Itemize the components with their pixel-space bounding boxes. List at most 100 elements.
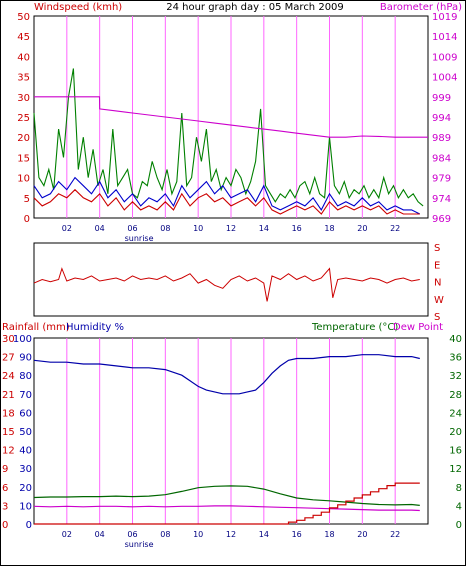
windspeed-axis-title: Windspeed (kmh) bbox=[34, 2, 122, 13]
y-tick-label-temperature: 36 bbox=[449, 353, 462, 364]
y-tick-label-right: 1009 bbox=[432, 52, 457, 63]
y-tick-label-left: 10 bbox=[17, 174, 30, 185]
direction-label: E bbox=[434, 260, 440, 271]
series-line-dew-point bbox=[33, 505, 420, 512]
series-line-humidity bbox=[33, 354, 420, 395]
y-tick-label-temperature: 8 bbox=[456, 483, 462, 494]
y-tick-label-rain: 9 bbox=[2, 464, 8, 475]
x-tick-label: 16 bbox=[292, 530, 302, 539]
y-tick-label-rain: 6 bbox=[2, 483, 8, 494]
y-tick-label-right: 1019 bbox=[432, 12, 457, 23]
x-tick-label: 06 bbox=[127, 530, 137, 539]
y-tick-label-rain: 18 bbox=[2, 408, 15, 419]
x-tick-label: 10 bbox=[193, 224, 203, 233]
y-tick-label-left: 25 bbox=[17, 113, 30, 124]
y-tick-label-right: 979 bbox=[432, 174, 451, 185]
y-tick-label-rain: 30 bbox=[2, 334, 15, 345]
y-tick-label-right: 969 bbox=[432, 214, 451, 225]
x-tick-label: 14 bbox=[259, 530, 269, 539]
sunrise-label: sunrise bbox=[125, 234, 154, 243]
x-tick-label: 12 bbox=[226, 530, 236, 539]
y-tick-label-temperature: 32 bbox=[449, 371, 462, 382]
x-tick-label: 12 bbox=[226, 224, 236, 233]
y-tick-label-humidity: 70 bbox=[19, 390, 32, 401]
y-tick-label-left: 30 bbox=[17, 93, 30, 104]
direction-label: N bbox=[434, 278, 441, 289]
series-line-direction bbox=[33, 267, 420, 302]
y-tick-label-left: 35 bbox=[17, 73, 30, 84]
y-tick-label-right: 989 bbox=[432, 133, 451, 144]
barometer-axis-title: Barometer (hPa) bbox=[380, 2, 462, 13]
direction-label: S bbox=[434, 312, 440, 323]
y-tick-label-humidity: 10 bbox=[19, 501, 32, 512]
x-tick-label: 18 bbox=[324, 530, 334, 539]
y-tick-label-rain: 0 bbox=[2, 520, 8, 531]
x-tick-label: 10 bbox=[193, 530, 203, 539]
y-tick-label-humidity: 80 bbox=[19, 371, 32, 382]
y-tick-label-right: 1014 bbox=[432, 32, 457, 43]
series-line-temperature bbox=[33, 485, 420, 506]
x-tick-label: 08 bbox=[160, 224, 170, 233]
y-tick-label-temperature: 40 bbox=[449, 334, 462, 345]
x-tick-label: 20 bbox=[357, 224, 367, 233]
y-tick-label-right: 994 bbox=[432, 113, 451, 124]
x-tick-label: 18 bbox=[324, 224, 334, 233]
y-tick-label-humidity: 50 bbox=[19, 427, 32, 438]
y-tick-label-rain: 27 bbox=[2, 353, 15, 364]
series-line-windspeed bbox=[33, 188, 420, 215]
series-line-wind-average bbox=[33, 176, 421, 215]
y-tick-label-humidity: 40 bbox=[19, 446, 32, 457]
y-tick-label-left: 5 bbox=[24, 194, 30, 205]
y-tick-label-temperature: 24 bbox=[449, 408, 462, 419]
x-tick-label: 20 bbox=[357, 530, 367, 539]
y-tick-label-humidity: 0 bbox=[26, 520, 32, 531]
y-tick-label-rain: 3 bbox=[2, 501, 8, 512]
y-tick-label-humidity: 30 bbox=[19, 464, 32, 475]
y-tick-label-humidity: 60 bbox=[19, 408, 32, 419]
x-tick-label: 16 bbox=[292, 224, 302, 233]
y-tick-label-left: 0 bbox=[24, 214, 30, 225]
y-tick-label-rain: 21 bbox=[2, 390, 15, 401]
y-tick-label-temperature: 0 bbox=[456, 520, 462, 531]
y-tick-label-humidity: 20 bbox=[19, 483, 32, 494]
y-tick-label-right: 984 bbox=[432, 153, 451, 164]
dewpoint-axis-title: Dew Point bbox=[393, 322, 443, 333]
x-tick-label: 22 bbox=[390, 530, 400, 539]
y-tick-label-humidity: 90 bbox=[19, 353, 32, 364]
x-tick-label: 06 bbox=[127, 224, 137, 233]
x-tick-label: 02 bbox=[62, 530, 72, 539]
temp-humidity-rain-panel: 0369121518212427300102030405060708090100… bbox=[2, 334, 462, 549]
x-tick-label: 02 bbox=[62, 224, 72, 233]
y-tick-label-left: 20 bbox=[17, 133, 30, 144]
y-tick-label-temperature: 28 bbox=[449, 390, 462, 401]
x-tick-label: 22 bbox=[390, 224, 400, 233]
x-tick-label: 04 bbox=[95, 224, 105, 233]
y-tick-label-rain: 15 bbox=[2, 427, 15, 438]
y-tick-label-temperature: 12 bbox=[449, 464, 462, 475]
y-tick-label-temperature: 16 bbox=[449, 446, 462, 457]
series-line-rainfall bbox=[34, 482, 420, 525]
wind-barometer-panel: 0 5 10 15 20 25 30 35 40 45 50 969 974 979 984 989 994 99… bbox=[17, 12, 457, 243]
direction-label: S bbox=[434, 243, 440, 254]
temperature-axis-title: Temperature (°C) bbox=[311, 322, 398, 333]
x-tick-label: 08 bbox=[160, 530, 170, 539]
graph-title: 24 hour graph day : 05 March 2009 bbox=[166, 2, 344, 13]
y-tick-label-right: 974 bbox=[432, 194, 451, 205]
rainfall-axis-title: Rainfall (mm) bbox=[2, 322, 70, 333]
x-tick-label: 14 bbox=[259, 224, 269, 233]
y-tick-label-left: 45 bbox=[17, 32, 30, 43]
y-tick-label-rain: 24 bbox=[2, 371, 15, 382]
sunrise-label: sunrise bbox=[125, 540, 154, 549]
y-tick-label-rain: 12 bbox=[2, 446, 15, 457]
y-tick-label-humidity: 100 bbox=[13, 334, 32, 345]
y-tick-label-temperature: 4 bbox=[456, 501, 462, 512]
x-tick-label: 04 bbox=[95, 530, 105, 539]
direction-label: W bbox=[434, 295, 444, 306]
y-tick-label-left: 50 bbox=[17, 12, 30, 23]
series-line-barometer bbox=[34, 96, 428, 138]
humidity-axis-title: Humidity % bbox=[66, 322, 124, 333]
y-tick-label-left: 15 bbox=[17, 153, 30, 164]
y-tick-label-right: 1004 bbox=[432, 73, 457, 84]
